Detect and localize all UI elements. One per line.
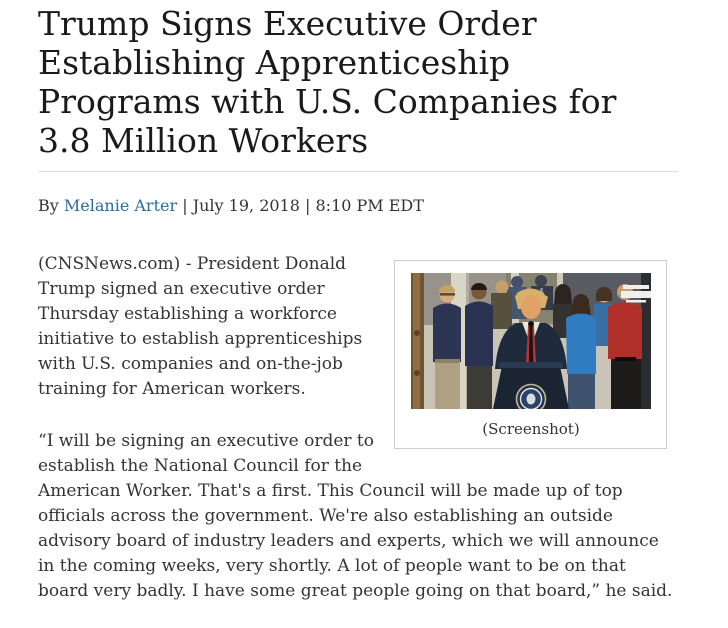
- photo-caption: (Screenshot): [482, 420, 580, 438]
- article-headline: Trump Signs Executive Order Establishing…: [38, 4, 617, 160]
- byline-separator: |: [305, 196, 311, 215]
- headline-divider: [38, 171, 678, 172]
- byline-date: July 19, 2018: [192, 196, 300, 215]
- byline-prefix: By: [38, 196, 59, 215]
- article-body: (Screenshot) (CNSNews.com) - President D…: [38, 252, 678, 604]
- paragraph: (CNSNews.com) - President Donald Trump s…: [38, 254, 363, 399]
- byline: By Melanie Arter | July 19, 2018 | 8:10 …: [38, 196, 678, 216]
- byline-separator: |: [182, 196, 188, 215]
- byline-time: 8:10 PM EDT: [315, 196, 424, 215]
- author-link[interactable]: Melanie Arter: [63, 196, 178, 215]
- photo-box: (Screenshot): [394, 260, 667, 449]
- article-page: Trump Signs Executive Order Establishing…: [38, 4, 678, 604]
- article-photo: [411, 273, 651, 409]
- paragraph: “I will be signing an executive order to…: [38, 431, 673, 601]
